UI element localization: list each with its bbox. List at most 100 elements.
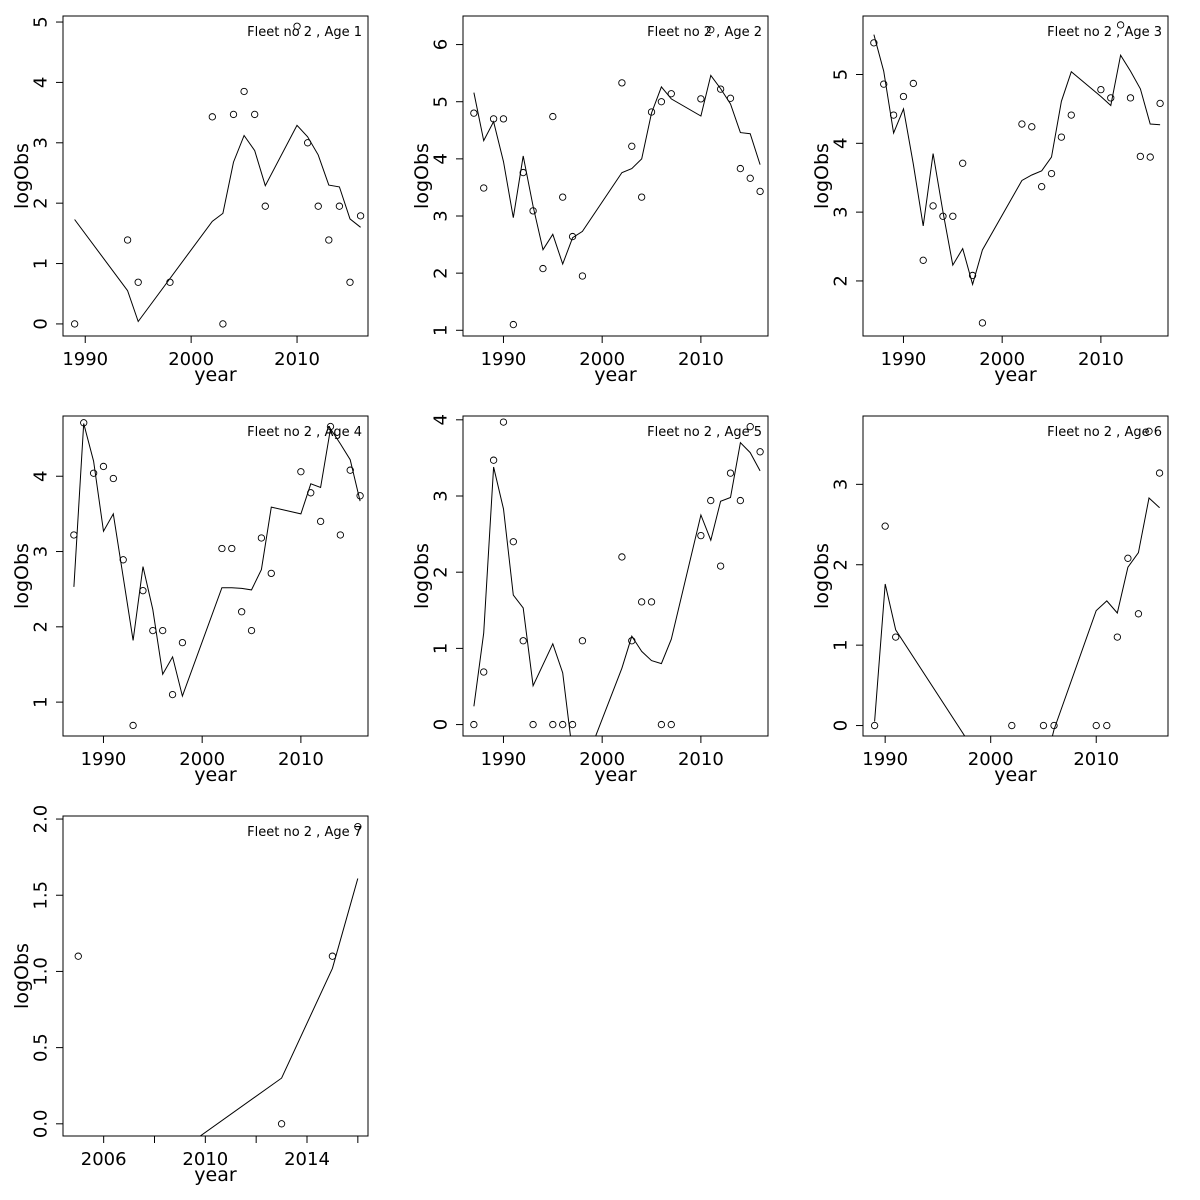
y-tick-label: 0.0 — [31, 1109, 52, 1138]
plot-area — [870, 427, 1164, 736]
observation-point — [892, 633, 900, 641]
observation-point — [1028, 123, 1036, 131]
fitted-line — [473, 441, 761, 736]
panel-title: Fleet no 2 , Age 5 — [647, 425, 762, 440]
y-tick-label: 1.0 — [31, 957, 52, 986]
x-tick-label: 2010 — [1073, 749, 1119, 770]
observation-point — [238, 608, 246, 616]
observation-point — [149, 626, 157, 635]
plot-frame — [462, 415, 769, 737]
observation-point — [549, 112, 557, 121]
panel-age-6: 1990 2000 2010 0 1 2 3 year logObs Fleet no 2 , A… — [811, 415, 1169, 786]
observation-point — [1047, 169, 1056, 178]
observation-point — [578, 272, 587, 280]
panel-age-5: 1990 2000 2010 0 1 2 3 4 year logObs Fleet no 2 , … — [411, 414, 769, 786]
observation-point — [736, 164, 745, 173]
observation-point — [218, 544, 226, 553]
fitted-line — [199, 878, 359, 1136]
observation-point — [949, 212, 957, 220]
observation-point — [314, 202, 322, 210]
observation-point — [261, 202, 269, 210]
observation-point — [880, 80, 888, 88]
y-axis-title: logObs — [811, 143, 833, 209]
x-axis-title: year — [594, 764, 637, 786]
x-tick-label: 2000 — [168, 349, 214, 370]
plot-frame — [462, 15, 769, 337]
y-axis-title: logObs — [411, 543, 433, 609]
y-tick-label: 2 — [831, 559, 852, 570]
y-tick-label: 0 — [431, 719, 452, 730]
y-tick-label: 2 — [31, 621, 52, 632]
x-tick-label: 2010 — [274, 349, 320, 370]
y-tick-label: 4 — [31, 77, 52, 88]
observation-point — [1156, 99, 1164, 108]
y-tick-label: 2 — [831, 275, 852, 286]
observation-point — [356, 212, 365, 220]
observation-point — [354, 823, 362, 831]
observation-point — [919, 256, 927, 264]
observation-point — [168, 690, 177, 699]
y-axis-title: logObs — [411, 143, 433, 209]
y-axis-title: logObs — [11, 943, 33, 1009]
observation-point — [707, 496, 715, 505]
observation-point — [159, 626, 167, 635]
observation-point — [509, 320, 517, 329]
panel-title: Fleet no 2 , Age 7 — [247, 825, 362, 840]
observation-point — [746, 423, 754, 431]
y-tick-label: 2 — [431, 267, 452, 278]
plot-frame — [62, 415, 369, 737]
plot-area — [470, 418, 764, 736]
plot-area — [470, 26, 764, 329]
observation-point — [736, 496, 745, 505]
observation-point — [1124, 554, 1132, 562]
observation-point — [70, 320, 79, 328]
y-tick-label: 2 — [431, 566, 452, 577]
y-tick-label: 2 — [31, 197, 52, 208]
y-tick-label: 2.0 — [31, 805, 52, 834]
y-tick-label: 4 — [831, 138, 852, 149]
x-tick-label: 1990 — [81, 749, 127, 770]
observation-point — [297, 468, 305, 476]
observation-point — [667, 720, 675, 729]
fitted-line — [73, 423, 361, 698]
x-axis-title: year — [194, 764, 237, 786]
panel-title: Fleet no 2 , Age 1 — [247, 25, 362, 40]
observation-point — [716, 85, 725, 93]
observation-point — [1145, 427, 1153, 435]
observation-point — [1097, 85, 1105, 94]
plot-frame — [862, 15, 1169, 337]
observation-point — [267, 569, 275, 578]
observation-point — [1136, 152, 1145, 161]
panel-age-7: 2006 2010 2014 0.0 0.5 1.0 1.5 2.0 year logObs Fle… — [11, 805, 369, 1186]
observation-point — [1067, 111, 1075, 119]
observation-point — [549, 720, 557, 729]
x-tick-label: 2000 — [579, 749, 625, 770]
observation-point — [667, 90, 675, 98]
observation-point — [499, 115, 508, 123]
observation-point — [559, 193, 567, 201]
observation-point — [219, 320, 227, 328]
observation-point — [638, 193, 646, 201]
x-tick-label: 2014 — [284, 1149, 330, 1170]
observation-point — [1092, 721, 1100, 730]
observation-point — [899, 92, 908, 101]
observation-point — [568, 720, 577, 729]
observation-point — [208, 113, 216, 121]
plot-frame — [62, 15, 369, 337]
observation-point — [346, 278, 354, 286]
observation-point — [1008, 721, 1016, 730]
observation-point — [870, 39, 878, 47]
observation-point — [1134, 610, 1143, 618]
observation-point — [325, 236, 333, 244]
y-tick-label: 6 — [431, 39, 452, 50]
observation-point — [726, 469, 735, 477]
observation-point — [909, 79, 917, 88]
observation-point — [229, 110, 238, 119]
y-axis-title: logObs — [811, 543, 833, 609]
x-tick-label: 2010 — [678, 749, 724, 770]
observation-point — [240, 87, 248, 96]
y-tick-label: 1 — [31, 696, 52, 707]
panel-title: Fleet no 2 , Age 4 — [247, 425, 362, 440]
observation-point — [638, 598, 646, 606]
observation-point — [968, 271, 977, 280]
